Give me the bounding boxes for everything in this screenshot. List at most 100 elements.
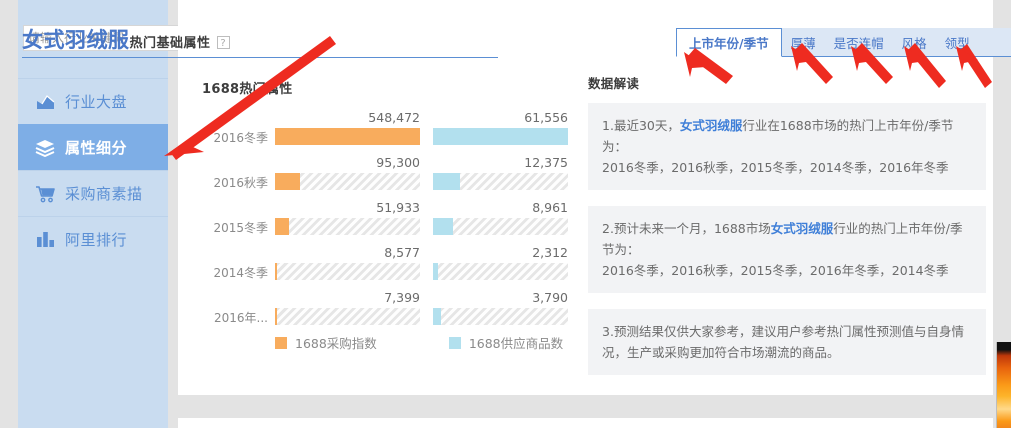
bar-value: 8,577 [384,245,420,260]
tab-label: 是否连帽 [833,35,884,51]
item-detail: 2016冬季，2016秋季，2015冬季，2014冬季，2016年冬季 [602,160,949,175]
chart-row: 2016秋季 95,300 12,375 [202,154,572,199]
category-label: 2014冬季 [213,266,268,280]
legend-label: 1688采购指数 [295,336,377,351]
bar-track [275,173,420,190]
bar-track [433,263,568,280]
sidebar-item-label: 属性细分 [65,139,128,157]
bar-track [433,128,568,145]
series-supply-count-bar[interactable]: 12,375 [433,154,568,190]
series-supply-count-bar[interactable]: 3,790 [433,289,568,325]
tab-collar-type[interactable]: 领型 [936,28,979,56]
bar-value: 51,933 [376,200,420,215]
bar-fill [275,128,420,145]
bar-fill [275,308,278,325]
sidebar-item-industry-overview[interactable]: 行业大盘 [18,78,168,124]
series-supply-count-bar[interactable]: 2,312 [433,244,568,280]
legend-swatch-icon [448,336,461,349]
shopping-cart-icon [34,184,56,204]
chart-row: 2016冬季 548,472 61,556 [202,109,572,154]
sidebar-nav: 行业大盘 属性细分 [18,78,168,262]
bar-fill [275,218,289,235]
legend-item-supply-count[interactable]: 1688供应商品数 [448,333,564,352]
tab-style[interactable]: 风格 [893,28,936,56]
chart-rows: 2016冬季 548,472 61,556 2016秋季 95, [202,109,572,334]
legend-label: 1688供应商品数 [468,336,564,351]
edge-scrollbar-widget[interactable] [996,342,1011,428]
item-post: 行业的热门上市年份/季节为： [602,221,963,257]
page-title-subtitle: 热门基础属性 [129,36,211,51]
series-purchase-index-bar[interactable]: 95,300 [275,154,420,190]
interpretation-item: 2.预计未来一个月，1688市场女式羽绒服行业的热门上市年份/季节为： 2016… [588,206,986,293]
search-input[interactable] [23,25,182,51]
bar-value: 7,399 [384,290,420,305]
tab-label: 领型 [944,35,970,51]
bar-value: 12,375 [524,155,568,170]
item-pre: 预计未来一个月，1688市场 [613,221,771,236]
chart-row: 2016年... 7,399 3,790 [202,289,572,334]
sidebar-item-buyer-profile[interactable]: 采购商素描 [18,170,168,216]
bar-track [275,308,420,325]
chart-legend: 1688采购指数 1688供应商品数 [275,333,563,352]
item-detail: 2016冬季，2016秋季，2015冬季，2016年冬季，2014冬季 [602,263,949,278]
hot-attributes-chart: 1688热门属性 2016冬季 548,472 61,556 [202,78,572,351]
item-keyword: 女式羽绒服 [679,118,743,133]
help-icon[interactable]: ? [216,36,230,49]
bar-track [275,128,420,145]
series-purchase-index-bar[interactable]: 548,472 [275,109,420,145]
series-supply-count-bar[interactable]: 61,556 [433,109,568,145]
chart-row: 2014冬季 8,577 2,312 [202,244,572,289]
bar-fill [275,263,278,280]
tab-label: 上市年份/季节 [689,36,769,51]
interpretation-item: 3.预测结果仅供大家参考，建议用户参考热门属性预测值与自身情况，生产或采购更加符… [588,309,986,375]
bar-value: 548,472 [368,110,420,125]
sidebar-item-label: 行业大盘 [65,93,128,111]
series-purchase-index-bar[interactable]: 8,577 [275,244,420,280]
sidebar-item-attribute-breakdown[interactable]: 属性细分 [18,124,168,170]
page-title: 女式羽绒服 热门基础属性 ? [22,24,230,54]
item-pre: 最近30天， [613,118,680,133]
bar-fill [433,263,439,280]
bar-track [433,308,568,325]
bar-track [433,218,568,235]
series-purchase-index-bar[interactable]: 7,399 [275,289,420,325]
header-divider [22,57,498,58]
category-label: 2015冬季 [213,221,268,235]
tab-hooded[interactable]: 是否连帽 [825,28,893,56]
legend-item-purchase-index[interactable]: 1688采购指数 [275,333,377,352]
sidebar: 行业大盘 属性细分 [18,0,196,428]
data-interpretation: 数据解读 1.最近30天，女式羽绒服行业在1688市场的热门上市年份/季节为： … [588,73,986,391]
search-box [23,25,196,51]
category-label: 2016秋季 [213,176,268,190]
bar-fill [433,218,453,235]
bar-value: 2,312 [532,245,568,260]
page-title-keyword: 女式羽绒服 [22,28,130,52]
tab-label: 风格 [901,35,927,51]
bar-value: 61,556 [524,110,568,125]
legend-swatch-icon [275,336,287,349]
sidebar-item-label: 阿里排行 [65,231,128,249]
tab-label: 厚薄 [790,35,816,51]
item-post: 行业在1688市场的热门上市年份/季节为： [602,118,954,154]
sidebar-item-label: 采购商素描 [65,185,143,203]
item-index: 3. [602,324,614,339]
item-index: 2. [602,221,614,236]
tab-thickness[interactable]: 厚薄 [782,28,825,56]
bar-value: 3,790 [532,290,568,305]
item-keyword: 女式羽绒服 [770,221,834,236]
sidebar-item-ali-ranking[interactable]: 阿里排行 [18,216,168,262]
interpretation-heading: 数据解读 [588,76,640,91]
chart-row: 2015冬季 51,933 8,961 [202,199,572,244]
layers-icon [34,138,56,158]
bar-track [275,263,420,280]
bar-fill [433,128,568,145]
tab-launch-year-season[interactable]: 上市年份/季节 [676,28,782,57]
series-supply-count-bar[interactable]: 8,961 [433,199,568,235]
bar-chart-icon [34,230,56,250]
area-chart-icon [34,92,56,112]
interpretation-item: 1.最近30天，女式羽绒服行业在1688市场的热门上市年份/季节为： 2016冬… [588,103,986,190]
secondary-panel [178,418,993,428]
bar-value: 95,300 [376,155,420,170]
series-purchase-index-bar[interactable]: 51,933 [275,199,420,235]
